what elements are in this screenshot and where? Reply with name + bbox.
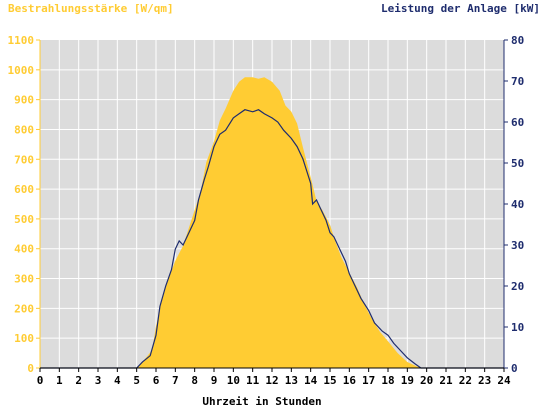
left-tick-label: 300 [14, 273, 34, 286]
left-tick-label: 100 [14, 332, 34, 345]
chart-marks [40, 77, 504, 369]
x-tick-label: 15 [323, 374, 336, 387]
x-tick-label: 0 [37, 374, 44, 387]
x-tick-label: 9 [211, 374, 218, 387]
x-tick-label: 19 [401, 374, 414, 387]
left-axis-title: Bestrahlungsstärke [W/qm] [8, 2, 174, 15]
x-tick-label: 18 [381, 374, 394, 387]
x-tick-label: 8 [191, 374, 198, 387]
x-axis-title: Uhrzeit in Stunden [202, 395, 321, 408]
right-tick-label: 60 [511, 116, 524, 129]
right-axis-title: Leistung der Anlage [kW] [381, 2, 540, 15]
x-tick-label: 6 [153, 374, 160, 387]
x-tick-label: 2 [75, 374, 82, 387]
x-tick-label: 7 [172, 374, 179, 387]
left-tick-label: 700 [14, 153, 34, 166]
x-tick-label: 13 [285, 374, 298, 387]
left-tick-label: 200 [14, 302, 34, 315]
left-tick-label: 400 [14, 243, 34, 256]
x-tick-label: 11 [246, 374, 260, 387]
left-tick-label: 900 [14, 94, 34, 107]
x-tick-label: 1 [56, 374, 63, 387]
left-tick-label: 600 [14, 183, 34, 196]
x-tick-label: 22 [459, 374, 472, 387]
x-tick-label: 16 [343, 374, 357, 387]
x-tick-label: 4 [114, 374, 121, 387]
left-tick-label: 800 [14, 123, 34, 136]
right-tick-label: 10 [511, 321, 524, 334]
left-tick-label: 1000 [8, 64, 35, 77]
x-tick-label: 14 [304, 374, 318, 387]
x-tick-label: 21 [439, 374, 453, 387]
x-tick-label: 23 [478, 374, 491, 387]
x-tick-label: 10 [227, 374, 240, 387]
x-tick-label: 3 [95, 374, 102, 387]
x-tick-label: 17 [362, 374, 375, 387]
x-tick-label: 24 [497, 374, 511, 387]
left-tick-label: 1100 [8, 34, 35, 47]
x-tick-label: 5 [133, 374, 140, 387]
x-tick-label: 12 [265, 374, 278, 387]
x-tick-label: 20 [420, 374, 433, 387]
right-tick-label: 70 [511, 75, 524, 88]
left-tick-label: 500 [14, 213, 34, 226]
right-tick-label: 50 [511, 157, 524, 170]
axes: 0100200300400500600700800900100011000102… [8, 34, 525, 387]
right-tick-label: 0 [511, 362, 518, 375]
irradiance-area [40, 77, 504, 369]
right-tick-label: 40 [511, 198, 524, 211]
power-line [40, 109, 504, 369]
left-tick-label: 0 [27, 362, 34, 375]
right-tick-label: 80 [511, 34, 524, 47]
right-tick-label: 20 [511, 280, 524, 293]
right-tick-label: 30 [511, 239, 524, 252]
